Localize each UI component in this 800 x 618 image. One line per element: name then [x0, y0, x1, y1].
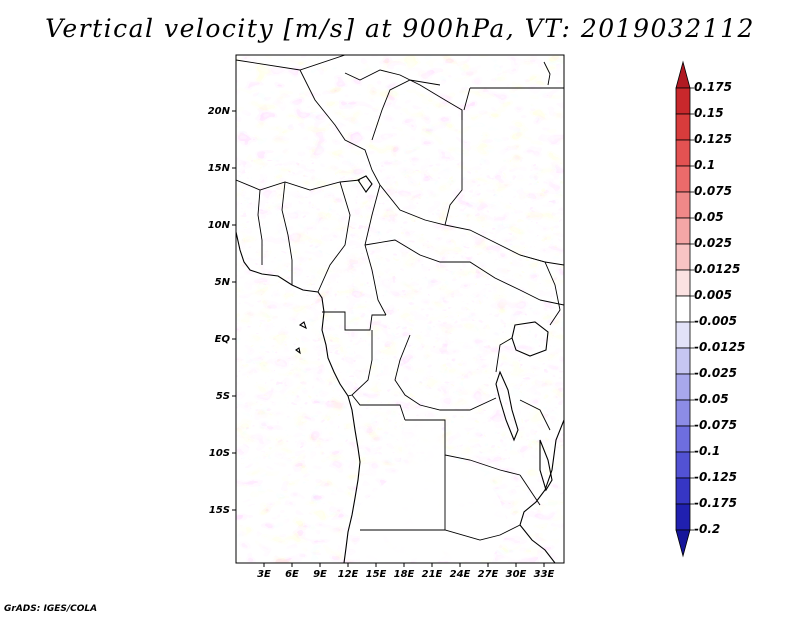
colorbar-label: -0.025 — [694, 366, 737, 380]
colorbar-swatch — [675, 165, 691, 193]
colorbar-swatch — [675, 60, 691, 89]
lon-label: 18E — [394, 569, 415, 580]
lon-label: 15E — [366, 569, 387, 580]
lat-label: EQ — [215, 334, 231, 345]
colorbar-label: 0.0125 — [694, 262, 740, 276]
plot-frame — [235, 54, 565, 564]
lat-label: 5S — [216, 391, 230, 402]
colorbar-label: 0.15 — [694, 106, 724, 120]
lat-label: 15S — [209, 505, 230, 516]
lat-label: 5N — [215, 277, 231, 288]
colorbar-swatch — [675, 373, 691, 401]
lon-label: 30E — [506, 569, 527, 580]
colorbar-label: -0.2 — [694, 522, 720, 536]
colorbar-swatch — [675, 477, 691, 505]
colorbar-label: 0.075 — [694, 184, 732, 198]
colorbar — [675, 60, 694, 558]
lat-label: 10S — [209, 448, 230, 459]
colorbar-label: 0.005 — [694, 288, 732, 302]
colorbar-swatch — [675, 243, 691, 271]
colorbar-swatch — [675, 191, 691, 219]
lon-label: 27E — [478, 569, 499, 580]
colorbar-swatch — [675, 399, 691, 427]
colorbar-label: -0.075 — [694, 418, 737, 432]
colorbar-label: -0.125 — [694, 470, 737, 484]
colorbar-swatch — [675, 87, 691, 115]
colorbar-label: -0.005 — [694, 314, 737, 328]
colorbar-label: -0.175 — [694, 496, 737, 510]
lon-axis-labels: 3E 6E 9E 12E 15E 18E 21E 24E 27E 30E 33E — [257, 569, 554, 580]
colorbar-swatch — [675, 217, 691, 245]
grads-credit: GrADS: IGES/COLA — [4, 604, 98, 614]
lat-ticks — [232, 110, 236, 511]
colorbar-label: 0.05 — [694, 210, 724, 224]
lon-label: 33E — [534, 569, 555, 580]
coastlines-borders — [236, 175, 564, 563]
lon-ticks — [263, 563, 545, 567]
colorbar-labels: 0.175 0.15 0.125 0.1 0.075 0.05 0.025 0.… — [694, 80, 745, 536]
colorbar-swatch — [675, 503, 691, 531]
colorbar-swatch — [675, 451, 691, 479]
lon-label: 3E — [257, 569, 271, 580]
colorbar-label: -0.05 — [694, 392, 729, 406]
colorbar-swatch — [675, 139, 691, 167]
lon-label: 6E — [285, 569, 299, 580]
lat-label: 15N — [208, 163, 231, 174]
colorbar-swatch — [675, 347, 691, 375]
colorbar-swatch — [675, 321, 691, 349]
lat-label: 10N — [208, 220, 231, 231]
lat-label: 20N — [208, 106, 231, 117]
colorbar-label: 0.125 — [694, 132, 732, 146]
colorbar-label: 0.175 — [694, 80, 732, 94]
map-title: Vertical velocity [m/s] at 900hPa, VT: 2… — [45, 14, 755, 43]
lon-label: 9E — [313, 569, 327, 580]
lat-axis-labels: 20N 15N 10N 5N EQ 5S 10S 15S — [208, 106, 231, 516]
colorbar-swatch — [675, 269, 691, 297]
colorbar-label: 0.1 — [694, 158, 715, 172]
political-borders — [236, 55, 564, 541]
colorbar-swatch — [675, 425, 691, 453]
velocity-field — [236, 55, 564, 563]
colorbar-label: -0.1 — [694, 444, 720, 458]
lon-label: 21E — [422, 569, 443, 580]
lon-label: 24E — [450, 569, 471, 580]
colorbar-label: 0.025 — [694, 236, 732, 250]
colorbar-swatch — [675, 529, 691, 558]
colorbar-swatch — [675, 113, 691, 141]
colorbar-label: -0.0125 — [694, 340, 745, 354]
lon-label: 12E — [338, 569, 359, 580]
colorbar-swatch — [675, 295, 691, 323]
